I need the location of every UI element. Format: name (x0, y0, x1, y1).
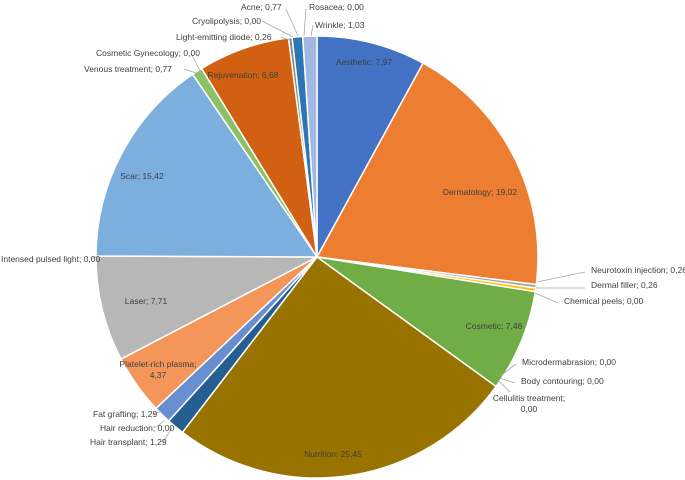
label-chemical-peels: Chemical peels; 0,00 (564, 296, 644, 306)
label-cellulitis-treatment: Cellulitis treatment; 0,00 (493, 393, 565, 414)
label-aesthetic: Aesthetic; 7,97 (336, 57, 393, 67)
leader-chemical-peels (534, 292, 559, 304)
slice-scar (95, 73, 319, 258)
leader-rosacea (303, 8, 307, 37)
label-scar: Scar; 15,42 (120, 171, 164, 181)
leader-wrinkle (310, 24, 314, 37)
slice-cosmetic (316, 256, 537, 388)
label-nutrition: Nutrition; 25,45 (304, 449, 362, 459)
slice-labels: Aesthetic; 7,97 Dermatology; 19,02 Neuroto… (1, 2, 685, 459)
leader-neurotoxin-injection (536, 271, 586, 283)
label-rosacea: Rosacea; 0,00 (309, 2, 364, 12)
leader-body-contouring (498, 377, 516, 384)
label-venous-treatment: Venous treatment; 0,77 (84, 64, 172, 74)
leader-fat-grafting (152, 410, 163, 415)
leader-lines (89, 8, 586, 443)
label-hair-transplant: Hair transplant; 1,29 (90, 437, 167, 447)
slice-nutrition (181, 255, 498, 479)
label-cosmetic: Cosmetic; 7,46 (466, 321, 523, 331)
slice-wrinkle (301, 35, 318, 258)
label-fat-grafting: Fat grafting; 1,29 (93, 409, 158, 419)
leader-venous-treatment (183, 68, 200, 75)
label-cosmetic-gynecology: Cosmetic Gynecology; 0,00 (96, 48, 200, 58)
leader-hair-reduction (154, 419, 166, 429)
leader-acne (285, 8, 299, 37)
label-intensed-pulsed-light: Intensed pulsed light; 0,00 (1, 254, 101, 264)
label-dermal-filler: Dermal filler; 0,26 (591, 280, 658, 290)
label-neurotoxin-injection: Neurotoxin injection; 0,26 (591, 265, 685, 275)
pie-slices (95, 35, 539, 479)
label-dermatology: Dermatology; 19,02 (443, 187, 517, 197)
label-acne: Acne; 0,77 (241, 2, 282, 12)
label-microdermabrasion: Microdermabrasion; 0,00 (522, 357, 616, 367)
label-laser: Laser; 7,71 (125, 296, 168, 306)
slice-laser (95, 255, 318, 361)
label-hair-reduction: Hair reduction; 0,00 (100, 423, 174, 433)
label-light-emitting-diode: Light-emitting diode; 0,26 (176, 32, 272, 42)
leader-microdermabrasion (499, 363, 517, 377)
label-rejuvenation: Rejuvenation; 6,68 (208, 70, 279, 80)
leader-cellulitis-treatment (497, 379, 511, 393)
leader-light-emitting-diode (280, 36, 290, 41)
leader-intensed-pulsed-light (89, 256, 97, 260)
label-wrinkle: Wrinkle; 1,03 (315, 20, 365, 30)
label-body-contouring: Body contouring; 0,00 (521, 376, 604, 386)
leader-cosmetic-gynecology (190, 52, 201, 72)
slice-aesthetic (316, 35, 425, 258)
leader-hair-transplant (162, 427, 173, 443)
label-cryolipolysis: Cryolipolysis; 0,00 (192, 16, 261, 26)
slice-dermatology (315, 62, 539, 286)
label-platelet-rich-plasma: Platelet-rich plasma; 4,37 (119, 359, 196, 380)
leader-cryolipolysis (261, 20, 294, 38)
